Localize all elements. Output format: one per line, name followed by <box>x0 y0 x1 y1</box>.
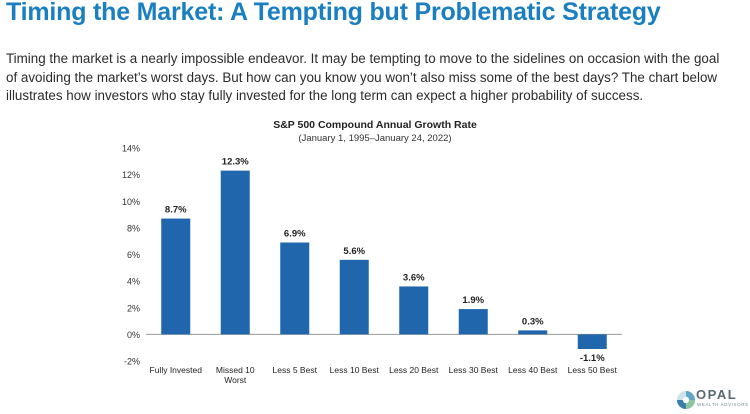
bar <box>458 309 488 335</box>
opal-logo-icon <box>677 391 695 409</box>
x-tick-label: Worst <box>224 375 247 385</box>
data-label: 1.9% <box>462 295 484 306</box>
data-label: 0.3% <box>522 316 544 327</box>
x-tick-label: Less 10 Best <box>330 365 380 375</box>
x-tick-label: Less 40 Best <box>508 365 558 375</box>
y-tick-label: 2% <box>127 303 140 313</box>
x-tick-label: Less 50 Best <box>568 365 618 375</box>
chart-title: S&P 500 Compound Annual Growth Rate <box>273 119 477 131</box>
y-tick-label: 10% <box>122 197 140 207</box>
logo-tagline: WEALTH ADVISORS <box>697 402 749 407</box>
data-label: 6.9% <box>284 229 306 240</box>
data-label: 3.6% <box>403 272 425 283</box>
bar <box>339 259 369 335</box>
y-tick-label: 6% <box>127 250 140 260</box>
data-label: 8.7% <box>165 205 187 216</box>
chart-subtitle: (January 1, 1995–January 24, 2022) <box>298 133 452 144</box>
bar <box>518 330 548 335</box>
bar <box>280 242 310 335</box>
intro-paragraph: Timing the market is a nearly impossible… <box>6 51 720 103</box>
y-tick-label: 14% <box>122 144 140 154</box>
data-label: 5.6% <box>343 246 365 257</box>
bar <box>161 218 191 335</box>
y-tick-label: -2% <box>124 357 140 367</box>
y-tick-label: 4% <box>127 277 140 287</box>
y-tick-label: 8% <box>127 223 140 233</box>
x-tick-label: Fully Invested <box>150 365 203 375</box>
bar <box>399 286 429 335</box>
data-label: -1.1% <box>580 353 605 364</box>
x-tick-label: Missed 10 <box>216 365 255 375</box>
x-tick-label: Less 30 Best <box>449 365 499 375</box>
y-tick-label: 12% <box>122 170 140 180</box>
x-tick-label: Less 20 Best <box>389 365 439 375</box>
bar <box>577 334 607 350</box>
y-tick-label: 0% <box>127 330 140 340</box>
data-label: 12.3% <box>222 157 249 168</box>
bar <box>220 170 250 335</box>
logo-name: OPAL <box>696 387 738 402</box>
x-tick-label: Less 5 Best <box>273 365 318 375</box>
page-title: Timing the Market: A Tempting but Proble… <box>6 0 661 26</box>
